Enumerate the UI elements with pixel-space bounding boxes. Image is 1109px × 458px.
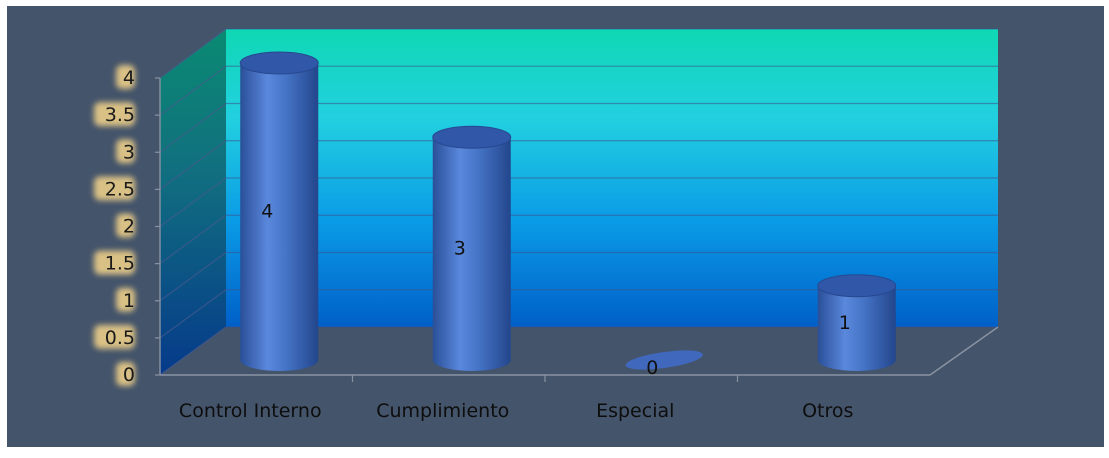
data-label: 4 bbox=[261, 201, 273, 223]
y-tick-label-glow bbox=[94, 176, 135, 201]
bar-top bbox=[625, 350, 703, 370]
gridline-side bbox=[159, 28, 227, 79]
y-tick-label: 1.5 bbox=[105, 253, 135, 275]
y-tick-label: 2.5 bbox=[105, 178, 135, 200]
x-tick-label: Cumplimiento bbox=[376, 400, 509, 422]
gridline-side bbox=[159, 103, 227, 153]
data-label: 1 bbox=[839, 312, 851, 334]
y-tick-label-group: 3 bbox=[116, 139, 135, 164]
y-tick-label-group: 0.5 bbox=[94, 324, 135, 349]
y-tick-label: 2 bbox=[123, 216, 135, 238]
x-tick-label: Especial bbox=[596, 400, 674, 422]
x-tick-label: Control Interno bbox=[179, 400, 322, 422]
x-tick-label: Otros bbox=[802, 400, 853, 422]
y-tick-label: 4 bbox=[123, 67, 135, 89]
bar-cumplimiento: 3 bbox=[432, 125, 512, 371]
y-tick-label: 3 bbox=[123, 141, 135, 163]
bar-body bbox=[240, 63, 319, 371]
y-tick-label: 3.5 bbox=[105, 104, 135, 126]
gridline-side bbox=[159, 214, 227, 265]
bar-especial: 0 bbox=[625, 350, 703, 379]
y-tick-label-glow bbox=[116, 287, 135, 312]
y-tick-label-group: 2.5 bbox=[94, 176, 135, 201]
bar-body bbox=[817, 285, 896, 371]
y-tick-label-group: 4 bbox=[116, 65, 135, 89]
y-tick-label-group: 1.5 bbox=[94, 250, 135, 275]
bar-control-interno: 4 bbox=[239, 51, 319, 371]
bar-top bbox=[432, 125, 512, 149]
bar-otros: 1 bbox=[817, 274, 897, 371]
y-tick-label-group: 2 bbox=[116, 213, 135, 238]
gridline-side bbox=[159, 140, 227, 190]
y-tick-label-glow bbox=[94, 250, 135, 275]
floor-edge bbox=[929, 326, 999, 376]
y-tick-label: 0 bbox=[123, 364, 135, 386]
y-tick-label-group: 1 bbox=[116, 287, 135, 312]
gridline-side bbox=[159, 65, 227, 116]
data-label: 0 bbox=[646, 357, 658, 379]
bar-top bbox=[817, 274, 897, 298]
y-tick-label-glow bbox=[94, 324, 135, 349]
y-tick-label: 1 bbox=[123, 290, 135, 312]
y-tick-label-glow bbox=[116, 139, 135, 164]
gridline-side bbox=[159, 289, 227, 339]
y-tick-label-glow bbox=[116, 362, 135, 386]
y-tick-label-glow bbox=[116, 213, 135, 238]
gridline-side bbox=[159, 177, 227, 227]
y-tick-label: 0.5 bbox=[105, 327, 135, 349]
bar-body bbox=[432, 137, 511, 371]
gridline-side bbox=[159, 252, 227, 302]
y-tick-label-group: 3.5 bbox=[94, 102, 135, 127]
gridline-side bbox=[159, 326, 227, 376]
y-tick-label-group: 0 bbox=[116, 362, 135, 386]
y-tick-label-glow bbox=[116, 65, 135, 89]
bar-top bbox=[239, 51, 319, 75]
y-tick-label-glow bbox=[94, 102, 135, 127]
data-label: 3 bbox=[454, 238, 466, 260]
